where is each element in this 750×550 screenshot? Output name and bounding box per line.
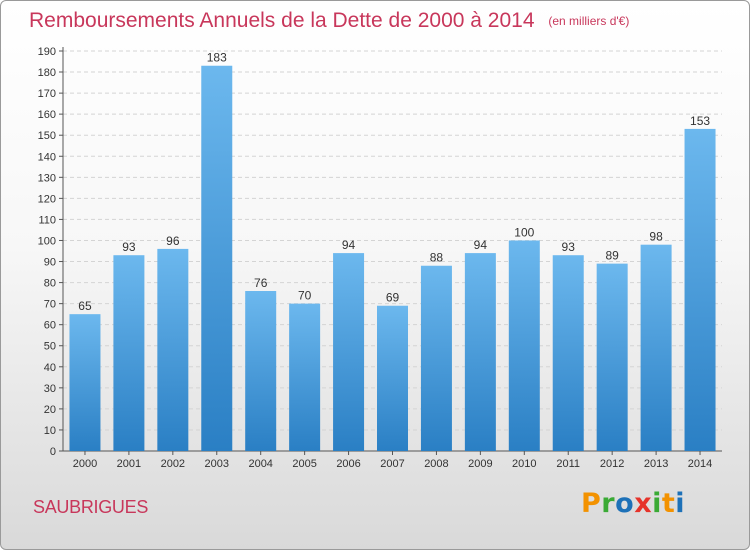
x-tick-label: 2002 <box>161 458 185 470</box>
x-tick-label: 2013 <box>644 458 668 470</box>
bar-value-label: 93 <box>122 240 136 254</box>
x-tick-label: 2011 <box>556 458 580 470</box>
bar-2004 <box>245 291 277 451</box>
bar-2001 <box>113 255 145 451</box>
commune-name: SAUBRIGUES <box>33 497 149 517</box>
bar-value-label: 96 <box>166 234 180 248</box>
y-tick-label: 40 <box>44 362 56 374</box>
bar-value-label: 70 <box>298 289 312 303</box>
bar-value-label: 69 <box>386 291 400 305</box>
proxiti-logo: Proxiti <box>581 488 685 519</box>
y-tick-label: 20 <box>44 404 56 416</box>
bar-2011 <box>552 255 584 451</box>
x-tick-label: 2003 <box>205 458 229 470</box>
bar-2007 <box>377 305 408 451</box>
logo-letter: o <box>615 488 635 519</box>
x-tick-label: 2008 <box>424 458 448 470</box>
x-tick-label: 2000 <box>73 458 97 470</box>
x-tick-label: 2005 <box>292 458 316 470</box>
bar-value-label: 93 <box>562 240 576 254</box>
chart-title: Remboursements Annuels de la Dette de 20… <box>29 9 629 33</box>
bar-value-label: 100 <box>514 225 534 239</box>
bar-value-label: 89 <box>605 249 619 263</box>
logo-letter: t <box>661 488 676 519</box>
bar-value-label: 94 <box>342 238 356 252</box>
logo-letter: x <box>634 488 653 519</box>
y-tick-label: 90 <box>44 257 56 269</box>
bar-2005 <box>289 303 321 451</box>
bar-2013 <box>640 244 672 451</box>
bars <box>69 65 716 451</box>
bar-2012 <box>596 263 628 451</box>
bar-2008 <box>420 265 452 451</box>
logo-letter: i <box>675 488 686 519</box>
bar-value-label: 183 <box>207 51 227 65</box>
x-tick-label: 2006 <box>336 458 360 470</box>
y-tick-label: 100 <box>38 235 56 247</box>
bar-2006 <box>333 253 365 451</box>
x-tick-label: 2010 <box>512 458 536 470</box>
x-tick-label: 2014 <box>688 458 712 470</box>
chart-unit: (en milliers d'€) <box>548 14 630 28</box>
labels: 65 2000 93 2001 96 2002 183 2003 76 2004 70 2005 94 2… <box>73 51 713 470</box>
x-tick-label: 2007 <box>380 458 404 470</box>
x-tick-label: 2004 <box>248 458 272 470</box>
y-tick-label: 140 <box>38 151 56 163</box>
bar-value-label: 76 <box>254 276 268 290</box>
y-tick-label: 30 <box>44 383 56 395</box>
logo-letter: i <box>652 488 662 519</box>
y-tick-label: 160 <box>38 109 56 121</box>
y-tick-label: 170 <box>38 88 56 100</box>
y-tick-label: 120 <box>38 193 56 205</box>
y-tick-label: 50 <box>44 341 56 353</box>
bar-value-label: 98 <box>649 230 663 244</box>
bar-2003 <box>201 65 233 451</box>
y-tick-label: 150 <box>38 130 56 142</box>
chart-title-text: Remboursements Annuels de la Dette de 20… <box>29 9 535 32</box>
y-tick-label: 60 <box>44 320 56 332</box>
y-tick-label: 130 <box>38 172 56 184</box>
y-tick-label: 110 <box>38 214 56 226</box>
x-tick-label: 2012 <box>600 458 624 470</box>
bar-2000 <box>69 314 101 451</box>
y-tick-label: 180 <box>38 67 56 79</box>
bar-2002 <box>157 248 189 451</box>
bar-2010 <box>508 240 540 451</box>
bar-value-label: 153 <box>690 114 710 128</box>
bar-value-label: 94 <box>474 238 488 252</box>
x-tick-label: 2001 <box>117 458 141 470</box>
y-tick-label: 0 <box>50 446 56 458</box>
y-tick-label: 190 <box>38 46 56 58</box>
bar-2014 <box>684 128 716 451</box>
y-tick-label: 10 <box>44 425 56 437</box>
logo-letter: P <box>581 488 602 519</box>
bar-2009 <box>464 253 496 451</box>
x-tick-label: 2009 <box>468 458 492 470</box>
logo-letter: r <box>601 488 616 519</box>
bar-value-label: 88 <box>430 251 444 265</box>
y-tick-label: 70 <box>44 299 56 311</box>
y-tick-label: 80 <box>44 278 56 290</box>
bar-value-label: 65 <box>78 299 92 313</box>
